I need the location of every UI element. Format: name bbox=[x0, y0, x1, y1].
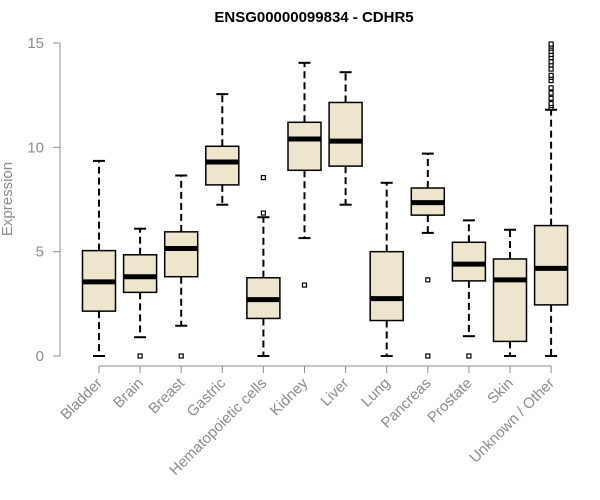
chart-title: ENSG00000099834 - CDHR5 bbox=[214, 9, 413, 26]
box-iqr bbox=[287, 121, 322, 172]
outlier-point bbox=[548, 66, 554, 72]
outlier-point bbox=[137, 353, 143, 359]
box-breast bbox=[163, 174, 199, 359]
outlier-point bbox=[548, 95, 554, 101]
x-tick-label: Liver bbox=[317, 375, 352, 410]
y-axis: 0 5 10 15 bbox=[27, 35, 61, 365]
outlier-point bbox=[466, 353, 472, 359]
x-tick-label: Skin bbox=[484, 375, 517, 408]
box-iqr bbox=[492, 258, 528, 343]
y-tick-label: 10 bbox=[27, 139, 44, 156]
x-tick-label: Kidney bbox=[267, 374, 312, 419]
box-hematopoietic-cells bbox=[246, 174, 281, 357]
outlier-point bbox=[260, 174, 266, 181]
box-iqr bbox=[369, 250, 404, 322]
outlier-point bbox=[548, 85, 554, 91]
box-iqr bbox=[328, 101, 363, 167]
outlier-point bbox=[178, 353, 184, 359]
box-bladder bbox=[81, 159, 117, 357]
box-iqr bbox=[533, 224, 569, 306]
x-tick-label: Bladder bbox=[57, 375, 106, 424]
x-tick-label: Breast bbox=[145, 374, 188, 417]
box-iqr bbox=[122, 254, 158, 294]
outlier-point bbox=[548, 41, 554, 47]
y-tick-label: 0 bbox=[36, 348, 44, 365]
outlier-point bbox=[301, 282, 308, 288]
x-tick-label: Brain bbox=[110, 375, 147, 412]
box-brain bbox=[122, 227, 158, 359]
box-lung bbox=[369, 181, 404, 357]
box-skin bbox=[492, 228, 528, 357]
box-kidney bbox=[287, 61, 322, 288]
x-tick-label: Prostate bbox=[424, 375, 476, 427]
box-gastric bbox=[205, 93, 240, 206]
box-prostate bbox=[451, 219, 487, 359]
x-tick-label: Lung bbox=[358, 375, 394, 411]
box-iqr bbox=[205, 145, 240, 186]
outlier-point bbox=[260, 210, 266, 216]
outlier-point bbox=[425, 277, 431, 283]
boxes-group bbox=[81, 41, 569, 359]
box-pancreas bbox=[410, 152, 446, 359]
outlier-point bbox=[548, 72, 554, 78]
box-liver bbox=[328, 71, 363, 206]
box-iqr bbox=[451, 241, 487, 282]
y-tick-label: 15 bbox=[27, 35, 44, 52]
y-tick-label: 5 bbox=[36, 244, 44, 261]
outlier-point bbox=[425, 353, 431, 359]
outlier-point bbox=[548, 90, 554, 96]
y-axis-label: Expression bbox=[0, 162, 16, 236]
box-unknown-other bbox=[533, 41, 569, 357]
outlier-point bbox=[548, 59, 554, 65]
box-iqr bbox=[163, 231, 199, 278]
outlier-point bbox=[548, 100, 554, 107]
